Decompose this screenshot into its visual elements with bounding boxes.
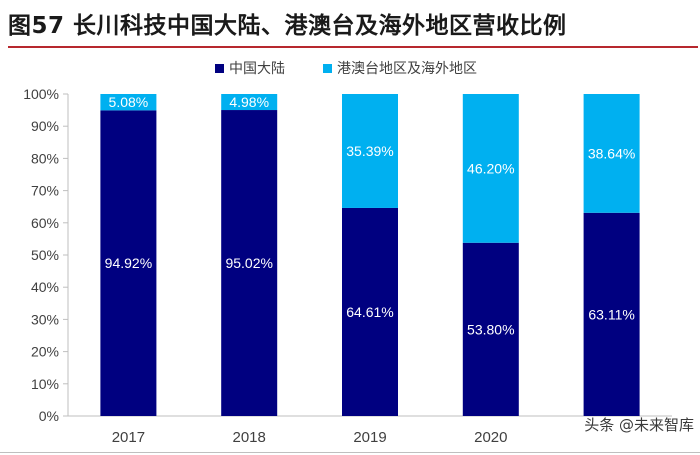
title-divider [8, 46, 698, 48]
bar-mainland-2021[interactable] [583, 212, 640, 416]
data-label-overseas-2020: 46.20% [467, 160, 514, 176]
x-tick-label: 2017 [112, 429, 145, 446]
data-label-mainland-2019: 64.61% [346, 304, 393, 320]
bar-overseas-2018[interactable] [221, 94, 278, 111]
legend-swatch-2 [323, 64, 332, 73]
x-tick-label: 2019 [353, 429, 386, 446]
y-tick-label: 70% [31, 183, 59, 199]
bottom-divider [0, 452, 700, 453]
chart-title: 图57 长川科技中国大陆、港澳台及海外地区营收比例 [8, 13, 567, 39]
data-label-mainland-2017: 94.92% [105, 255, 152, 271]
bar-overseas-2019[interactable] [342, 94, 398, 208]
data-label-mainland-2021: 63.11% [588, 306, 634, 322]
bar-mainland-2017[interactable] [100, 110, 157, 416]
y-tick-label: 40% [31, 279, 59, 295]
legend-label-1: 中国大陆 [229, 60, 285, 76]
y-tick-label: 60% [31, 215, 59, 231]
data-label-mainland-2020: 53.80% [467, 321, 514, 337]
data-label-overseas-2018: 4.98% [229, 94, 269, 110]
y-tick-label: 10% [31, 376, 59, 392]
y-tick-label: 20% [31, 344, 59, 360]
x-tick-label: 2020 [474, 429, 507, 446]
y-tick-label: 0% [39, 408, 59, 424]
bar-mainland-2020[interactable] [462, 242, 519, 416]
legend-swatch-1 [215, 64, 224, 73]
data-label-overseas-2017: 5.08% [109, 94, 149, 110]
bar-mainland-2019[interactable] [342, 207, 398, 416]
y-tick-label: 50% [31, 247, 59, 263]
bar-mainland-2018[interactable] [221, 110, 278, 417]
watermark: 头条 @未来智库 [584, 416, 694, 434]
y-tick-label: 30% [31, 311, 59, 327]
y-tick-label: 90% [31, 118, 59, 134]
y-tick-label: 80% [31, 150, 59, 166]
bar-overseas-2021[interactable] [583, 94, 640, 213]
x-tick-label: 2018 [233, 429, 266, 446]
y-tick-label: 100% [23, 86, 59, 102]
legend-label-2: 港澳台地区及海外地区 [337, 60, 477, 76]
bar-overseas-2020[interactable] [462, 94, 519, 243]
data-label-overseas-2019: 35.39% [346, 143, 393, 159]
data-label-overseas-2021: 38.64% [588, 145, 635, 161]
data-label-mainland-2018: 95.02% [225, 255, 272, 271]
bar-overseas-2017[interactable] [100, 94, 157, 111]
